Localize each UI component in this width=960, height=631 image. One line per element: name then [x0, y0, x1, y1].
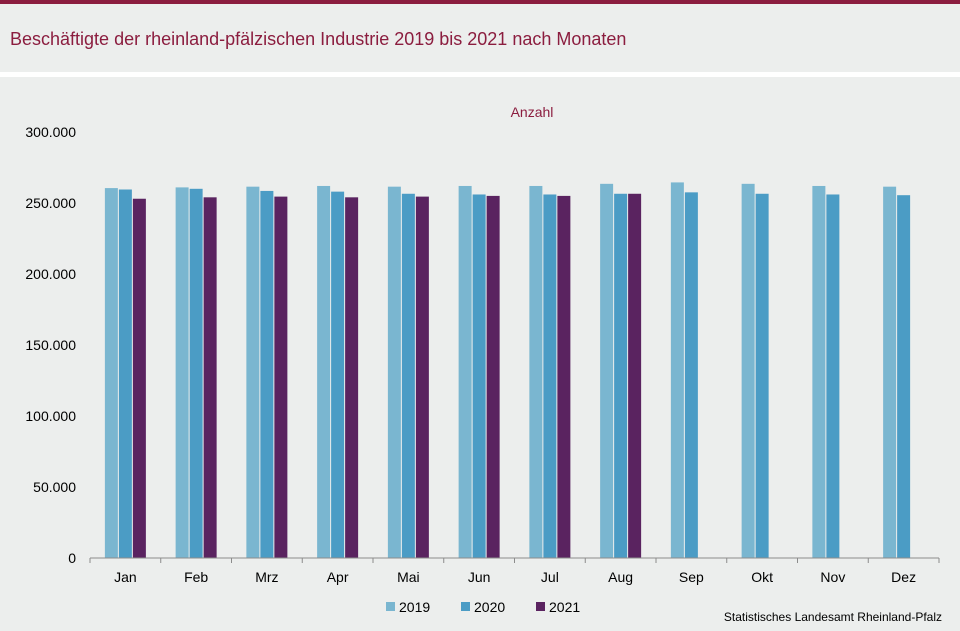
- y-tick-label: 200.000: [25, 266, 76, 282]
- bar-2021-mrz: [274, 196, 288, 559]
- bar-2019-mai: [387, 186, 401, 559]
- bar-2021-jun: [486, 195, 500, 558]
- bar-2020-aug: [614, 193, 628, 558]
- source-note: Statistisches Landesamt Rheinland-Pfalz: [723, 610, 942, 624]
- bar-2019-dez: [883, 186, 897, 559]
- legend-label-2020: 2020: [474, 599, 505, 615]
- bar-2019-mrz: [246, 186, 260, 559]
- x-tick-label: Mrz: [255, 569, 278, 585]
- x-tick-label: Feb: [184, 569, 208, 585]
- bar-2019-jan: [104, 188, 118, 558]
- bar-chart: Anzahl 0 50.000 100.000 150.000 200.000 250.00…: [25, 104, 940, 615]
- bar-2019-jun: [458, 185, 472, 558]
- y-tick-label: 300.000: [25, 124, 76, 140]
- bar-2019-okt: [741, 183, 755, 558]
- bar-2019-aug: [600, 183, 614, 558]
- legend-swatch-2020: [461, 602, 470, 611]
- bar-2020-dez: [897, 195, 911, 558]
- bar-2020-mai: [401, 193, 415, 558]
- legend-label-2019: 2019: [399, 599, 430, 615]
- bar-2021-jan: [132, 198, 146, 559]
- separator: [0, 72, 960, 77]
- bar-2019-nov: [812, 185, 826, 558]
- x-tick-label: Aug: [608, 569, 633, 585]
- bar-2020-nov: [826, 194, 840, 559]
- bar-2020-apr: [331, 191, 345, 558]
- bar-2021-aug: [628, 193, 642, 558]
- chart-title: Beschäftigte der rheinland-pfälzischen I…: [10, 29, 627, 49]
- x-tick-label: Sep: [679, 569, 704, 585]
- bar-2020-okt: [755, 193, 769, 558]
- bar-2020-mrz: [260, 190, 274, 558]
- bar-2021-feb: [203, 197, 217, 558]
- y-tick-label: 0: [68, 550, 76, 566]
- x-tick-label: Jun: [468, 569, 491, 585]
- bar-2019-sep: [670, 182, 684, 558]
- y-tick-label: 150.000: [25, 337, 76, 353]
- bar-2020-jan: [118, 189, 132, 558]
- bar-2021-apr: [345, 197, 359, 558]
- bar-2019-feb: [175, 187, 189, 558]
- y-tick-label: 100.000: [25, 408, 76, 424]
- x-tick-label: Nov: [820, 569, 845, 585]
- x-tick-label: Mai: [397, 569, 420, 585]
- bar-2021-mai: [415, 196, 429, 559]
- title-bar: Beschäftigte der rheinland-pfälzischen I…: [0, 4, 960, 72]
- bar-2020-sep: [684, 192, 698, 558]
- x-tick-label: Okt: [751, 569, 773, 585]
- x-tick-label: Jan: [114, 569, 137, 585]
- bar-2020-jul: [543, 194, 557, 559]
- bar-2019-jul: [529, 185, 543, 558]
- x-tick-label: Jul: [541, 569, 559, 585]
- bar-2020-feb: [189, 188, 203, 559]
- x-tick-label: Dez: [891, 569, 916, 585]
- bar-2020-jun: [472, 194, 486, 559]
- chart-panel: Anzahl 0 50.000 100.000 150.000 200.000 250.00…: [0, 77, 960, 631]
- x-tick-label: Apr: [327, 569, 349, 585]
- legend-swatch-2021: [536, 602, 545, 611]
- y-axis-label: Anzahl: [511, 104, 554, 120]
- bar-2019-apr: [317, 185, 331, 558]
- bar-2021-jul: [557, 195, 571, 558]
- legend-label-2021: 2021: [549, 599, 580, 615]
- y-tick-label: 250.000: [25, 195, 76, 211]
- y-tick-label: 50.000: [33, 479, 76, 495]
- legend-swatch-2019: [386, 602, 395, 611]
- top-accent-bar: [0, 0, 960, 4]
